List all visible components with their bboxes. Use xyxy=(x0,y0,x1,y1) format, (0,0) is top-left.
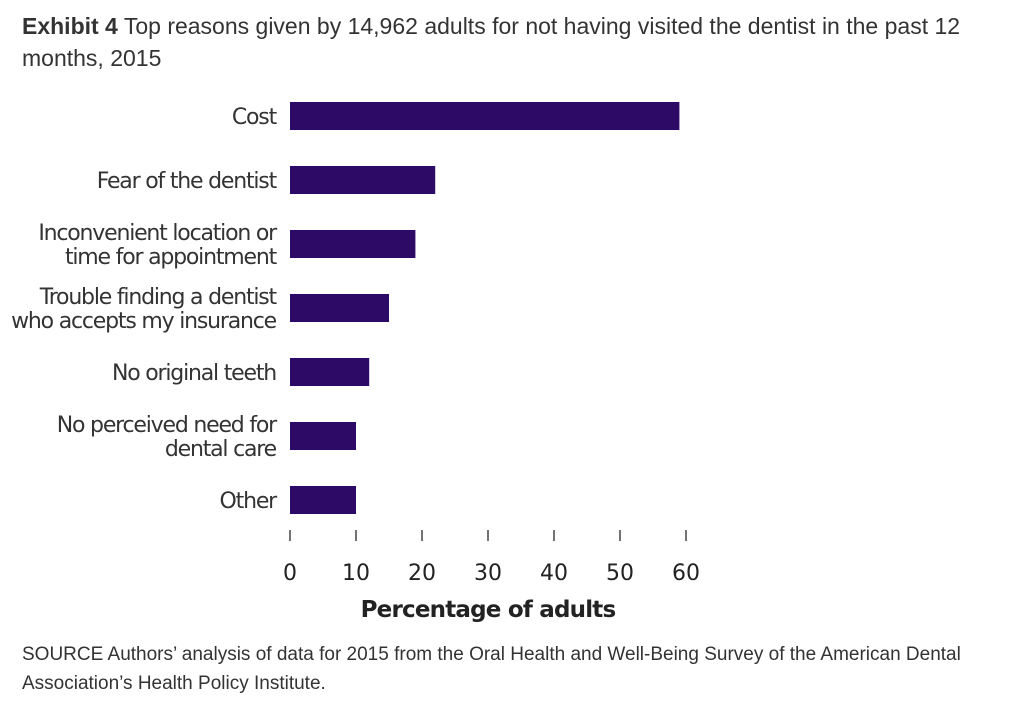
chart-title: Exhibit 4 Top reasons given by 14,962 ad… xyxy=(22,10,1002,74)
x-tick-label: 0 xyxy=(283,561,297,586)
bar xyxy=(290,166,436,194)
exhibit-label: Exhibit 4 xyxy=(22,13,118,39)
category-label-line: Other xyxy=(220,489,279,514)
category-label-line: Fear of the dentist xyxy=(97,169,278,194)
bar xyxy=(290,486,356,514)
x-tick-label: 30 xyxy=(474,561,502,586)
category-label: Fear of the dentist xyxy=(97,169,278,194)
source-note: SOURCE Authors’ analysis of data for 201… xyxy=(22,644,961,694)
x-axis-label: Percentage of adults xyxy=(361,597,616,623)
category-label-line: Inconvenient location or xyxy=(38,221,278,246)
bars-layer xyxy=(290,102,680,514)
x-axis: 0 10 20 30 40 50 60 xyxy=(283,530,700,586)
category-label: Inconvenient location or time for appoint… xyxy=(38,221,278,270)
category-label-line: No original teeth xyxy=(112,361,276,386)
category-label-line: No perceived need for xyxy=(57,413,278,438)
category-label-line: time for appointment xyxy=(65,245,278,270)
category-labels: Cost Fear of the dentist Inconvenient loca… xyxy=(11,105,279,514)
category-label-line: Cost xyxy=(232,105,278,130)
category-label: No original teeth xyxy=(112,361,276,386)
x-tick-label: 40 xyxy=(540,561,568,586)
category-label-line: who accepts my insurance xyxy=(11,309,277,334)
bar-chart: Cost Fear of the dentist Inconvenient loca… xyxy=(11,102,700,623)
bar xyxy=(290,358,370,386)
category-label: Cost xyxy=(232,105,278,130)
category-label-line: dental care xyxy=(165,437,277,462)
x-tick-label: 60 xyxy=(672,561,700,586)
bar xyxy=(290,422,356,450)
title-text: Top reasons given by 14,962 adults for n… xyxy=(22,13,961,71)
bar xyxy=(290,294,389,322)
bar xyxy=(290,230,416,258)
bar xyxy=(290,102,680,130)
category-label-line: Trouble finding a dentist xyxy=(39,285,278,310)
x-tick-label: 50 xyxy=(606,561,634,586)
category-label: Other xyxy=(220,489,279,514)
category-label: Trouble finding a dentist who accepts my … xyxy=(11,285,277,334)
category-label: No perceived need for dental care xyxy=(57,413,278,462)
x-tick-label: 20 xyxy=(408,561,436,586)
x-tick-label: 10 xyxy=(342,561,370,586)
